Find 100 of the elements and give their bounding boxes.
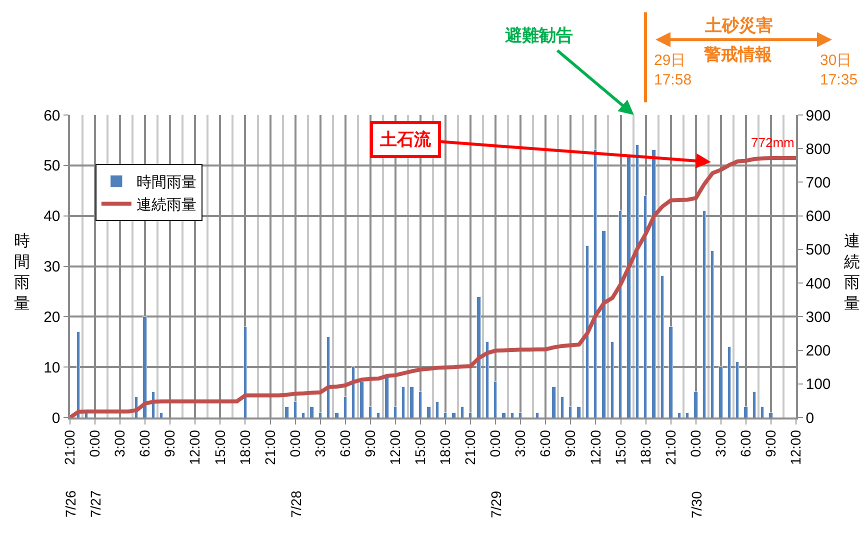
y2-tick-label: 700 xyxy=(806,174,831,192)
bar xyxy=(352,366,355,418)
bar xyxy=(294,402,297,418)
bar xyxy=(244,326,247,418)
bar xyxy=(476,296,481,418)
y-tick-label: 0 xyxy=(52,410,60,427)
x-tick-label: 9:00 xyxy=(762,430,779,458)
bar xyxy=(586,246,589,418)
bar xyxy=(384,376,389,418)
x-tick-label: 12:00 xyxy=(587,430,604,465)
bar xyxy=(536,412,539,418)
bar xyxy=(744,406,748,418)
y2-tick-label: 0 xyxy=(806,410,814,427)
bar xyxy=(760,406,764,418)
bar xyxy=(668,326,673,418)
bar xyxy=(644,196,647,418)
bar xyxy=(468,412,472,418)
x-tick-label: 12:00 xyxy=(387,430,403,465)
x-tick-label: 3:00 xyxy=(512,430,528,458)
x-tick-label: 3:00 xyxy=(712,430,728,458)
y-axis-title: 時間雨量 xyxy=(14,232,30,312)
bar xyxy=(284,406,289,418)
y2-tick-label: 200 xyxy=(806,342,831,360)
y2-tick-label: 600 xyxy=(806,208,831,226)
x-tick-label: 9:00 xyxy=(362,430,378,458)
bar xyxy=(694,392,698,418)
bar xyxy=(444,412,447,418)
bar xyxy=(768,412,773,418)
bar xyxy=(618,210,622,418)
bar xyxy=(402,386,405,418)
x-tick-label: 9:00 xyxy=(562,430,578,458)
bar xyxy=(610,342,614,418)
bar xyxy=(360,382,364,418)
bar xyxy=(410,386,414,418)
bar xyxy=(552,386,556,418)
legend-label: 連続雨量 xyxy=(136,196,196,214)
bar xyxy=(394,406,397,418)
bar xyxy=(660,276,664,418)
bar xyxy=(510,412,514,418)
x-tick-label: 21:00 xyxy=(662,430,678,465)
bar xyxy=(502,412,506,418)
x-tick-label: 18:00 xyxy=(637,430,654,465)
bar xyxy=(494,382,497,418)
bar xyxy=(560,396,564,418)
x-tick-label: 6:00 xyxy=(336,430,353,458)
y-tick-label: 60 xyxy=(44,107,60,124)
x-tick-label: 9:00 xyxy=(162,430,178,458)
x-tick-label: 18:00 xyxy=(236,430,253,465)
bar xyxy=(452,412,456,418)
bar xyxy=(160,412,163,418)
ref-line-label: 29日 17:58 xyxy=(654,52,692,88)
bar xyxy=(326,336,330,418)
x-tick-label: 15:00 xyxy=(212,430,228,465)
x-tick-label: 15:00 xyxy=(612,430,628,465)
x2-tick-label: 7/26 xyxy=(62,490,78,518)
text: 避難勧告 xyxy=(505,26,573,45)
bar xyxy=(418,392,422,418)
x-tick-label: 6:00 xyxy=(737,430,754,458)
bar xyxy=(568,406,572,418)
bar xyxy=(486,342,489,418)
x-tick-label: 21:00 xyxy=(262,430,278,465)
bar xyxy=(602,230,606,418)
y-tick-label: 10 xyxy=(44,359,60,376)
bar xyxy=(636,144,639,418)
bar xyxy=(710,250,714,418)
bar xyxy=(728,346,731,418)
x-tick-label: 3:00 xyxy=(312,430,328,458)
x-tick-label: 0:00 xyxy=(86,430,103,458)
x-tick-label: 0:00 xyxy=(487,430,504,458)
bar xyxy=(344,396,347,418)
y2-tick-label: 400 xyxy=(806,275,831,292)
y2-tick-label: 800 xyxy=(806,140,831,158)
bar xyxy=(334,412,339,418)
bar xyxy=(426,406,431,418)
x-tick-label: 15:00 xyxy=(412,430,428,465)
bar xyxy=(436,402,439,418)
x2-tick-label: 7/29 xyxy=(488,490,504,518)
y-tick-label: 30 xyxy=(44,258,60,276)
x-tick-label: 3:00 xyxy=(112,430,128,458)
bar xyxy=(76,332,80,418)
bar xyxy=(752,392,756,418)
x-tick-label: 18:00 xyxy=(437,430,454,465)
x-tick-label: 21:00 xyxy=(462,430,478,465)
y2-axis-title: 連続雨量 xyxy=(843,232,860,312)
bar xyxy=(318,412,322,418)
text: 土砂災害警戒情報 xyxy=(703,16,773,64)
bar xyxy=(142,316,147,418)
y2-tick-label: 300 xyxy=(806,308,831,326)
y2-tick-label: 900 xyxy=(806,107,831,124)
bar xyxy=(652,150,656,418)
y-tick-label: 50 xyxy=(44,158,60,175)
x-tick-label: 21:00 xyxy=(62,430,78,465)
x2-tick-label: 7/27 xyxy=(87,490,104,518)
x-tick-label: 12:00 xyxy=(186,430,203,465)
annotation: 土石流 xyxy=(379,130,432,149)
x-tick-label: 0:00 xyxy=(286,430,303,458)
bar xyxy=(302,412,305,418)
bar xyxy=(376,412,380,418)
x-tick-label: 6:00 xyxy=(537,430,554,458)
x-tick-label: 12:00 xyxy=(788,430,804,465)
